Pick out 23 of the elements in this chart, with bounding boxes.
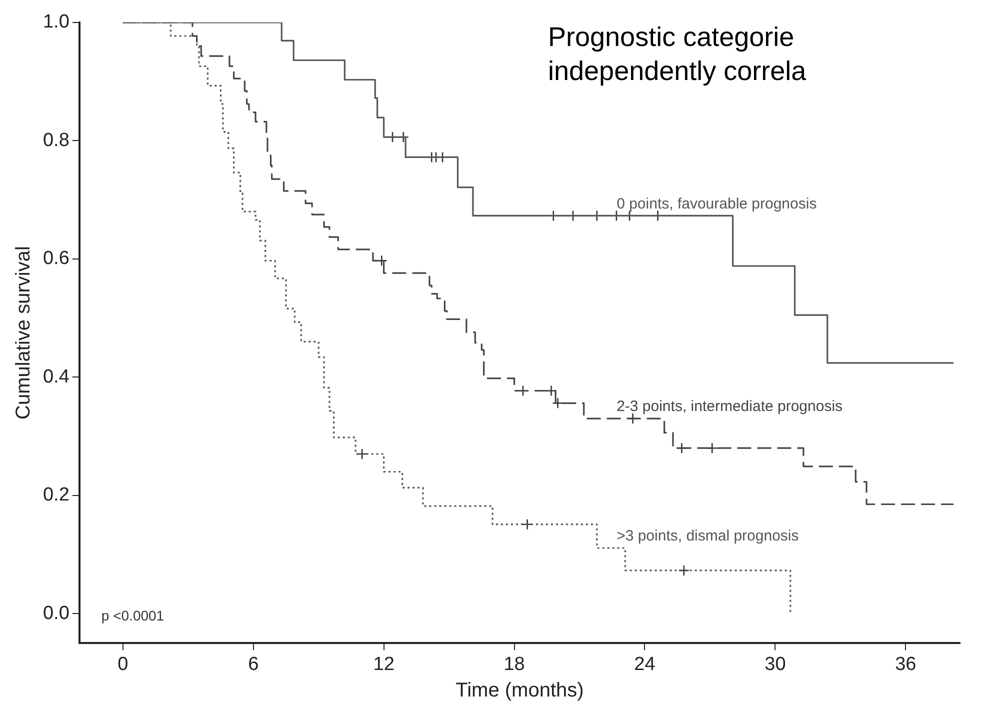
x-tick-label: 36 bbox=[895, 654, 916, 675]
series-label: 2-3 points, intermediate prognosis bbox=[616, 398, 843, 416]
series-label: >3 points, dismal prognosis bbox=[616, 528, 799, 545]
y-tick-label: 0.0 bbox=[42, 602, 70, 624]
x-tick-label: 18 bbox=[504, 654, 525, 675]
text: Prognostic categorie independently correla bbox=[548, 21, 806, 88]
annotation: p <0.0001 bbox=[101, 607, 164, 624]
y-tick-label: 0.6 bbox=[42, 248, 70, 270]
x-tick-label: 24 bbox=[634, 654, 656, 675]
y-tick-label: 1.0 bbox=[42, 12, 70, 33]
point bbox=[356, 448, 368, 460]
y-tick-label: 0.8 bbox=[42, 130, 70, 151]
series-label: 0 points, favourable prognosis bbox=[616, 195, 817, 212]
x-tick-label: 12 bbox=[373, 654, 394, 675]
y-tick-label: 0.2 bbox=[42, 484, 70, 506]
y-tick-label: 0.4 bbox=[42, 366, 70, 388]
point bbox=[678, 564, 690, 576]
x-tick-label: 30 bbox=[764, 654, 786, 675]
x-tick-label: 6 bbox=[248, 654, 259, 675]
y-axis-title: Cumulative survival bbox=[12, 246, 35, 420]
x-axis-title: Time (months) bbox=[456, 680, 584, 702]
point bbox=[552, 398, 564, 409]
x-tick-label: 0 bbox=[118, 654, 128, 675]
